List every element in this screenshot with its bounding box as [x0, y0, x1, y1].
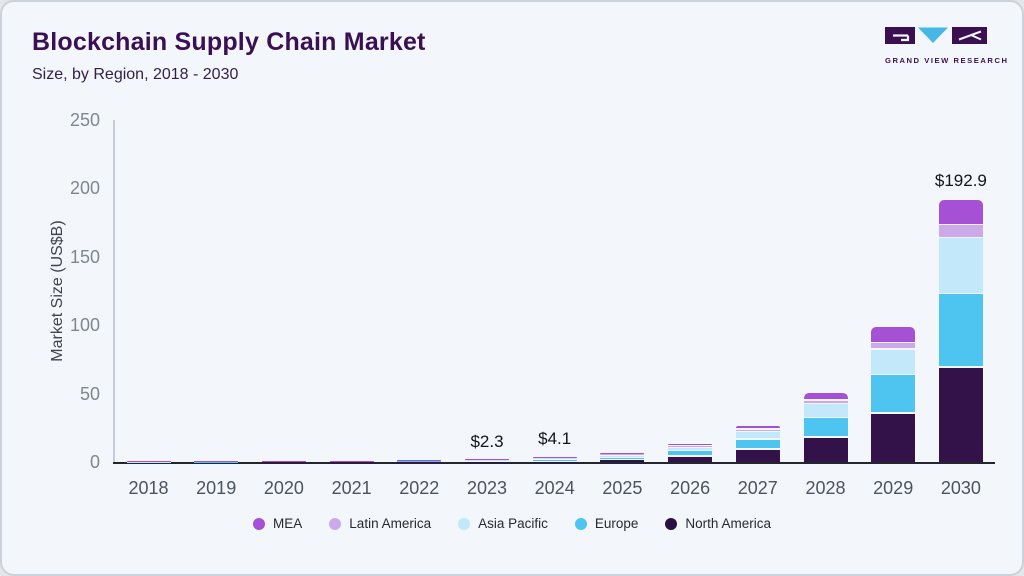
x-tick-label-2023: 2023: [466, 478, 508, 498]
bar-2027: [735, 424, 780, 462]
legend-label: North America: [685, 516, 771, 531]
legend-item-north-america: North America: [665, 516, 771, 531]
bar-segment-north-america: [938, 367, 983, 462]
y-tick-label: 0: [89, 452, 100, 472]
x-tick-label-2024: 2024: [534, 478, 575, 498]
legend-label: MEA: [273, 516, 303, 531]
legend-label: Asia Pacific: [478, 516, 548, 531]
legend-dot-icon: [329, 517, 342, 530]
bar-segment-mea: [803, 393, 848, 400]
x-tick-label-2026: 2026: [670, 478, 711, 498]
value-label-2030: $192.9: [934, 171, 987, 191]
x-tick-label-2019: 2019: [196, 478, 237, 498]
bar-2021: [329, 460, 374, 462]
bar-segment-asia-pacific: [735, 432, 780, 438]
bar-segment-north-america: [600, 460, 645, 462]
legend-dot-icon: [458, 517, 471, 530]
value-label-2023: $2.3: [470, 431, 504, 451]
bar-segment-north-america: [871, 413, 916, 462]
bar-2029: [871, 326, 916, 462]
bar-2023: [465, 458, 509, 462]
legend-item-latin-america: Latin America: [329, 516, 431, 531]
bar-2025: [600, 453, 645, 462]
bar-segment-europe: [803, 418, 848, 437]
bar-segment-latin-america: [938, 225, 983, 237]
legend-item-europe: Europe: [574, 516, 639, 531]
legend-dot-icon: [574, 517, 587, 530]
bar-segment-north-america: [668, 456, 713, 462]
bar-2024: [532, 456, 577, 462]
y-tick-label: 200: [69, 178, 100, 199]
bar-segment-europe: [668, 451, 713, 456]
legend: MEA Latin America Asia Pacific Europe North …: [2, 516, 1022, 531]
x-tick-label-2030: 2030: [940, 478, 981, 498]
legend-dot-icon: [665, 517, 678, 530]
y-tick-label: 150: [69, 246, 100, 267]
bar-segment-mea: [938, 199, 983, 224]
bar-segment-latin-america: [871, 343, 916, 349]
x-axis-line: [113, 462, 995, 464]
bar-segment-mea: [871, 327, 916, 342]
x-tick-label-2022: 2022: [399, 478, 440, 498]
bar-segment-europe: [600, 457, 645, 459]
bar-segment-mea: [668, 444, 713, 446]
bar-2026: [668, 443, 713, 462]
bar-segment-north-america: [803, 438, 848, 462]
gvr-logo-text: GRAND VIEW RESEARCH: [885, 56, 1009, 65]
y-tick-label: 100: [69, 315, 100, 336]
legend-dot-icon: [253, 517, 266, 530]
gvr-logo-icon: [885, 27, 987, 44]
bar-segment-mea: [735, 425, 780, 429]
legend-item-mea: MEA: [253, 516, 302, 531]
bar-segment-asia-pacific: [803, 404, 848, 417]
plot-area: Market Size (US$B) 0 50 100 150 200 250 2018 20…: [49, 110, 995, 498]
bar-2020: [261, 461, 306, 462]
bar-segment-asia-pacific: [871, 349, 916, 374]
y-tick-label: 250: [69, 110, 100, 130]
legend-item-asia-pacific: Asia Pacific: [458, 516, 548, 531]
bar-segment-asia-pacific: [938, 238, 983, 293]
bar-segment-europe: [735, 439, 780, 449]
x-tick-label-2027: 2027: [737, 478, 778, 498]
x-tick-label-2028: 2028: [805, 478, 846, 498]
bar-2028: [803, 392, 848, 462]
bar-segment-latin-america: [803, 400, 848, 403]
x-tick-label-2020: 2020: [263, 478, 304, 498]
bar-segment-north-america: [735, 450, 780, 462]
bar-2022: [397, 460, 442, 462]
x-tick-label-2025: 2025: [602, 478, 643, 498]
y-tick-label: 50: [79, 383, 100, 404]
bar-segment-europe: [938, 294, 983, 367]
bar-segment-europe: [871, 375, 916, 413]
page-subtitle: Size, by Region, 2018 - 2030: [32, 66, 239, 83]
header: Blockchain Supply Chain Market Size, by …: [32, 28, 426, 84]
y-axis-title: Market Size (US$B): [49, 220, 66, 362]
bar-2030: [938, 198, 983, 462]
legend-label: Europe: [594, 516, 639, 531]
x-tick-label-2029: 2029: [873, 478, 914, 498]
x-tick-label-2018: 2018: [128, 478, 169, 498]
x-tick-label-2021: 2021: [331, 478, 372, 498]
bar-segment-asia-pacific: [668, 447, 713, 450]
page-title: Blockchain Supply Chain Market: [32, 28, 426, 56]
legend-label: Latin America: [349, 516, 432, 531]
gvr-logo: GRAND VIEW RESEARCH: [885, 27, 1009, 65]
value-label-2024: $4.1: [538, 429, 572, 449]
y-axis-line: [113, 120, 115, 462]
